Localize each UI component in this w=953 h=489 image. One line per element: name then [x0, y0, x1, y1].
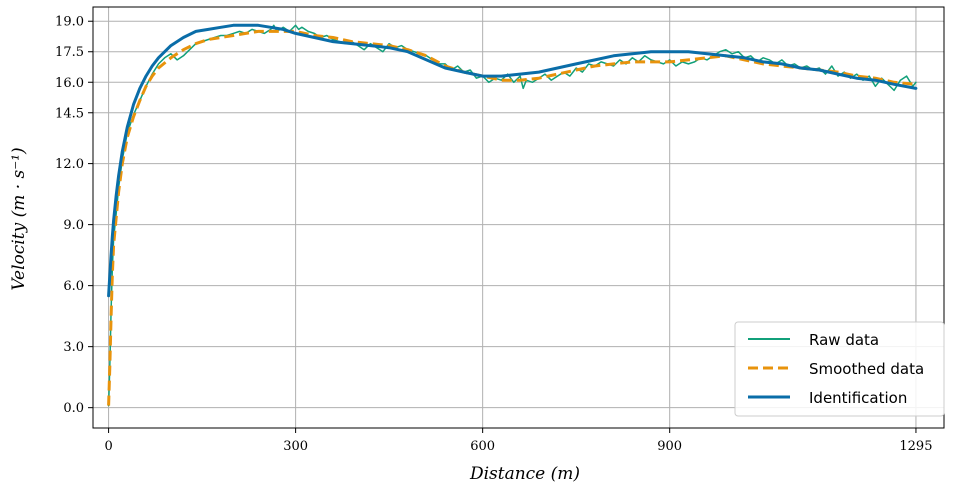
y-tick-label: 16.0 — [55, 76, 84, 91]
x-tick-label: 900 — [657, 439, 682, 454]
y-tick-label: 19.0 — [55, 15, 84, 30]
y-tick-label: 0.0 — [63, 401, 84, 416]
y-tick-label: 6.0 — [63, 279, 84, 294]
x-ticks: 0 300 600 900 1295 — [104, 428, 932, 454]
plot-frame — [92, 6, 945, 429]
identification-line — [107, 23, 918, 298]
x-tick-label: 0 — [104, 439, 112, 454]
x-tick-label: 600 — [470, 439, 495, 454]
y-axis-label: Velocity (m · s⁻¹) — [9, 147, 29, 290]
smoothed-data-line — [107, 29, 917, 406]
legend-label-raw: Raw data — [809, 331, 879, 349]
y-tick-label: 14.5 — [55, 106, 84, 121]
x-axis-label: Distance (m) — [469, 464, 580, 484]
grid-lines — [93, 7, 944, 428]
legend-label-smoothed: Smoothed data — [809, 360, 924, 378]
y-tick-label: 3.0 — [63, 340, 84, 355]
y-tick-label: 17.5 — [55, 45, 84, 60]
y-tick-label: 12.0 — [55, 157, 84, 172]
y-tick-label: 9.0 — [63, 218, 84, 233]
x-tick-label: 1295 — [899, 439, 932, 454]
legend: Raw data Smoothed data Identification — [734, 321, 945, 417]
legend-box — [734, 321, 945, 417]
y-ticks: 0.0 3.0 6.0 9.0 12.0 14.5 16.0 17.5 19.0 — [55, 15, 93, 416]
x-tick-label: 300 — [283, 439, 308, 454]
data-series — [107, 23, 918, 407]
legend-label-identification: Identification — [809, 389, 907, 407]
